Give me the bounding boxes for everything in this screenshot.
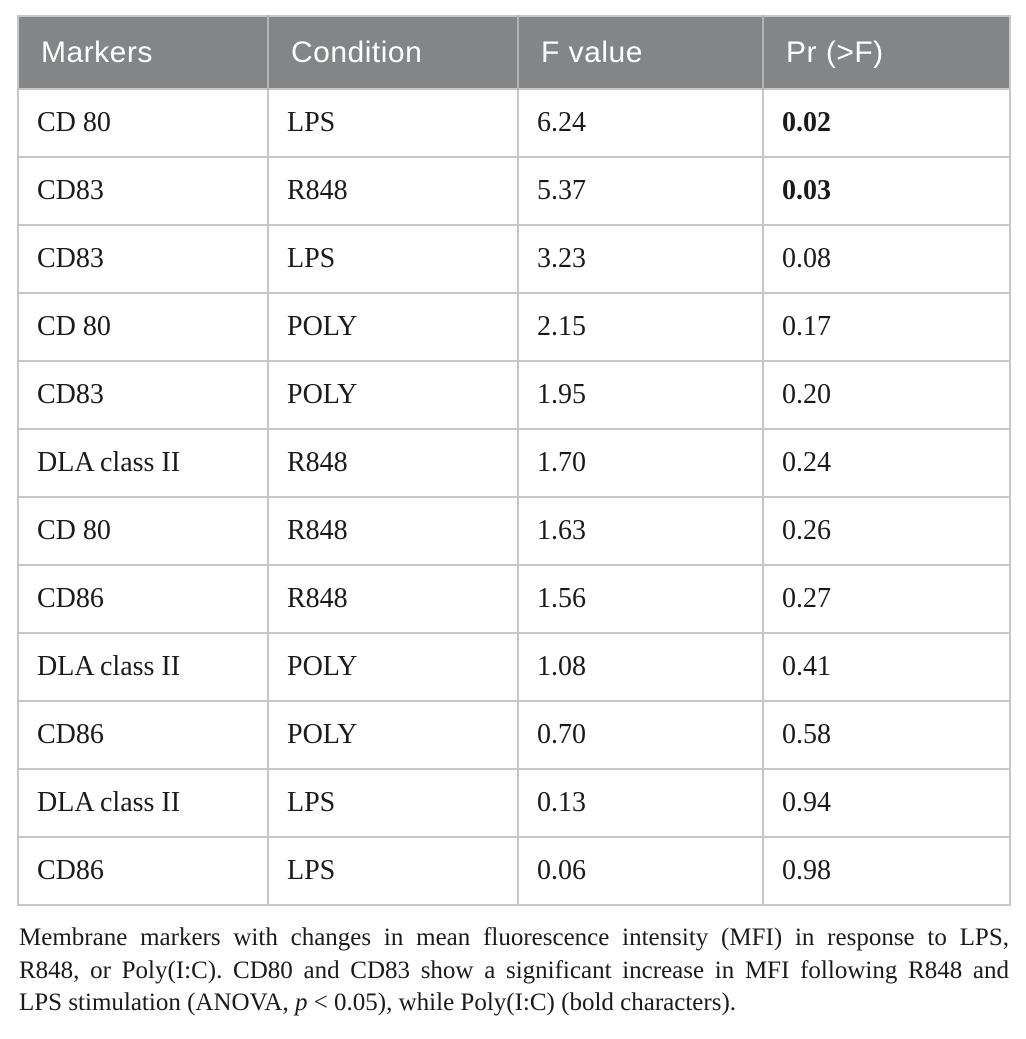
cell-condition: POLY	[267, 360, 518, 429]
cell-marker: CD 80	[18, 292, 268, 361]
cell-condition: R848	[267, 156, 518, 225]
cell-marker: CD86	[18, 564, 268, 633]
cell-pr-value: 0.24	[762, 428, 1010, 497]
marker-anova-table: Markers Condition F value Pr (>F) CD 80 …	[17, 15, 1011, 906]
table-row: DLA class II LPS 0.13 0.94	[18, 768, 1010, 837]
cell-pr-value: 0.26	[762, 496, 1010, 565]
table-row: DLA class II POLY 1.08 0.41	[18, 632, 1010, 701]
cell-pr-value: 0.94	[762, 768, 1010, 837]
cell-condition: R848	[267, 428, 518, 497]
cell-f-value: 2.15	[517, 292, 763, 361]
caption-line-3-pre: LPS stimulation (ANOVA,	[19, 989, 295, 1016]
table-row: CD 80 LPS 6.24 0.02	[18, 88, 1010, 157]
cell-pr-value: 0.58	[762, 700, 1010, 769]
cell-marker: CD86	[18, 836, 268, 905]
column-header-condition: Condition	[267, 16, 518, 89]
cell-f-value: 1.70	[517, 428, 763, 497]
cell-pr-value: 0.41	[762, 632, 1010, 701]
cell-pr-value: 0.27	[762, 564, 1010, 633]
caption-line-2: R848, or Poly(I:C). CD80 and CD83 show a…	[19, 956, 1009, 984]
header-row: Markers Condition F value Pr (>F)	[18, 16, 1010, 89]
table-body: CD 80 LPS 6.24 0.02 CD83 R848 5.37 0.03 …	[18, 88, 1010, 905]
table-row: CD86 POLY 0.70 0.58	[18, 700, 1010, 769]
cell-condition: R848	[267, 496, 518, 565]
cell-condition: LPS	[267, 836, 518, 905]
table-row: CD83 POLY 1.95 0.20	[18, 360, 1010, 429]
caption-line-3-post: < 0.05), while Poly(I:C) (bold character…	[307, 989, 737, 1016]
cell-f-value: 0.13	[517, 768, 763, 837]
cell-marker: CD83	[18, 224, 268, 293]
column-header-pr: Pr (>F)	[762, 16, 1010, 89]
caption-line-1: Membrane markers with changes in mean fl…	[19, 924, 1009, 951]
cell-marker: CD 80	[18, 496, 268, 565]
cell-pr-value: 0.20	[762, 360, 1010, 429]
table-row: CD 80 R848 1.63 0.26	[18, 496, 1010, 565]
cell-f-value: 1.08	[517, 632, 763, 701]
cell-f-value: 3.23	[517, 224, 763, 293]
cell-f-value: 0.06	[517, 836, 763, 905]
caption-p-symbol: p	[294, 989, 308, 1016]
cell-pr-value: 0.03	[762, 156, 1010, 225]
table-row: CD86 R848 1.56 0.27	[18, 564, 1010, 633]
table-row: CD86 LPS 0.06 0.98	[18, 836, 1010, 905]
cell-pr-value: 0.08	[762, 224, 1010, 293]
cell-marker: DLA class II	[18, 632, 268, 701]
cell-condition: POLY	[267, 292, 518, 361]
cell-f-value: 1.56	[517, 564, 763, 633]
table-row: CD83 R848 5.37 0.03	[18, 156, 1010, 225]
cell-condition: POLY	[267, 700, 518, 769]
cell-f-value: 6.24	[517, 88, 763, 157]
table-row: DLA class II R848 1.70 0.24	[18, 428, 1010, 497]
table-header: Markers Condition F value Pr (>F)	[18, 16, 1010, 89]
cell-marker: DLA class II	[18, 428, 268, 497]
cell-marker: CD83	[18, 156, 268, 225]
cell-condition: R848	[267, 564, 518, 633]
cell-marker: CD83	[18, 360, 268, 429]
cell-marker: CD 80	[18, 88, 268, 157]
column-header-markers: Markers	[18, 16, 268, 89]
cell-condition: LPS	[267, 768, 518, 837]
cell-f-value: 1.95	[517, 360, 763, 429]
caption-line-3: LPS stimulation (ANOVA, p < 0.05), while…	[19, 987, 1009, 1020]
cell-f-value: 0.70	[517, 700, 763, 769]
cell-marker: DLA class II	[18, 768, 268, 837]
cell-pr-value: 0.98	[762, 836, 1010, 905]
table-caption: Membrane markers with changes in mean fl…	[17, 922, 1009, 1020]
cell-condition: POLY	[267, 632, 518, 701]
table-row: CD 80 POLY 2.15 0.17	[18, 292, 1010, 361]
cell-f-value: 1.63	[517, 496, 763, 565]
cell-pr-value: 0.02	[762, 88, 1010, 157]
cell-f-value: 5.37	[517, 156, 763, 225]
table-row: CD83 LPS 3.23 0.08	[18, 224, 1010, 293]
cell-pr-value: 0.17	[762, 292, 1010, 361]
column-header-f-value: F value	[517, 16, 763, 89]
cell-marker: CD86	[18, 700, 268, 769]
cell-condition: LPS	[267, 224, 518, 293]
cell-condition: LPS	[267, 88, 518, 157]
